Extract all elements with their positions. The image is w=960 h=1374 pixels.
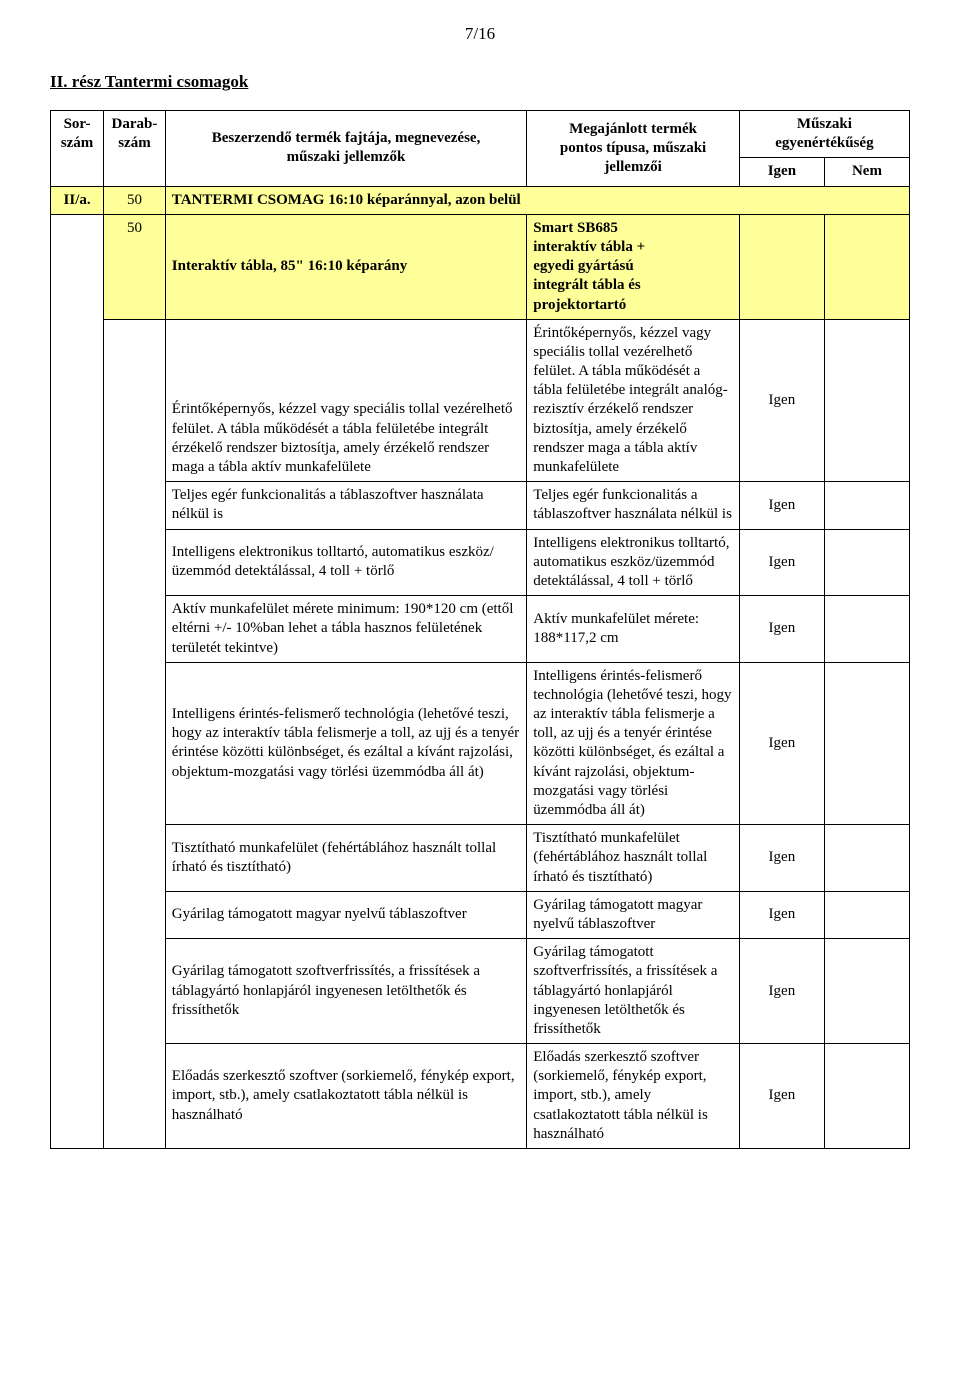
spec-row: Gyárilag támogatott magyar nyelvű táblas… <box>51 891 910 938</box>
spec-row: Tisztítható munkafelület (fehértáblához … <box>51 825 910 892</box>
spec-row: Gyárilag támogatott szoftverfrissítés, a… <box>51 939 910 1044</box>
spec-row: Aktív munkafelület mérete minimum: 190*1… <box>51 596 910 663</box>
spec-besz: Tisztítható munkafelület (fehértáblához … <box>165 825 526 892</box>
th-sorszam: Sor- szám <box>51 111 104 187</box>
spec-table: Sor- szám Darab- szám Beszerzendő termék… <box>50 110 910 1149</box>
group-darab: 50 <box>104 186 166 214</box>
spec-igen: Igen <box>739 662 824 825</box>
th-igen: Igen <box>739 158 824 186</box>
spec-nem <box>824 939 909 1044</box>
section-title: II. rész Tantermi csomagok <box>50 72 910 92</box>
th-nem: Nem <box>824 158 909 186</box>
spec-row: Teljes egér funkcionalitás a táblaszoftv… <box>51 482 910 529</box>
empty-darab <box>104 319 166 1148</box>
spec-igen: Igen <box>739 596 824 663</box>
spec-igen: Igen <box>739 939 824 1044</box>
spec-igen: Igen <box>739 825 824 892</box>
page-number: 7/16 <box>50 24 910 44</box>
spec-meg: Aktív munkafelület mérete: 188*117,2 cm <box>527 596 740 663</box>
spec-meg: Gyárilag támogatott magyar nyelvű táblas… <box>527 891 740 938</box>
spec-igen: Igen <box>739 529 824 596</box>
spec-nem <box>824 529 909 596</box>
spec-besz: Teljes egér funkcionalitás a táblaszoftv… <box>165 482 526 529</box>
spec-nem <box>824 825 909 892</box>
product-row: 50 Interaktív tábla, 85" 16:10 képarány … <box>51 214 910 319</box>
th-beszerzendo: Beszerzendő termék fajtája, megnevezése,… <box>165 111 526 187</box>
spec-nem <box>824 596 909 663</box>
spec-row: Intelligens érintés-felismerő technológi… <box>51 662 910 825</box>
spec-igen: Igen <box>739 1044 824 1149</box>
empty-sor <box>51 214 104 1148</box>
product-nem <box>824 214 909 319</box>
group-row: II/a. 50 TANTERMI CSOMAG 16:10 képaránny… <box>51 186 910 214</box>
product-darab: 50 <box>104 214 166 319</box>
spec-meg: Gyárilag támogatott szoftverfrissítés, a… <box>527 939 740 1044</box>
table-header-row-1: Sor- szám Darab- szám Beszerzendő termék… <box>51 111 910 158</box>
product-besz: Interaktív tábla, 85" 16:10 képarány <box>165 214 526 319</box>
th-darabszam: Darab- szám <box>104 111 166 187</box>
spec-nem <box>824 319 909 482</box>
spec-meg: Intelligens érintés-felismerő technológi… <box>527 662 740 825</box>
spec-row: Érintőképernyős, kézzel vagy speciális t… <box>51 319 910 482</box>
group-title: TANTERMI CSOMAG 16:10 képaránnyal, azon … <box>165 186 909 214</box>
group-sor: II/a. <box>51 186 104 214</box>
spec-besz: Gyárilag támogatott szoftverfrissítés, a… <box>165 939 526 1044</box>
spec-nem <box>824 662 909 825</box>
spec-besz: Gyárilag támogatott magyar nyelvű táblas… <box>165 891 526 938</box>
product-meg: Smart SB685 interaktív tábla + egyedi gy… <box>527 214 740 319</box>
spec-besz: Intelligens elektronikus tolltartó, auto… <box>165 529 526 596</box>
spec-igen: Igen <box>739 891 824 938</box>
spec-besz: Előadás szerkesztő szoftver (sorkiemelő,… <box>165 1044 526 1149</box>
spec-nem <box>824 1044 909 1149</box>
spec-meg: Előadás szerkesztő szoftver (sorkiemelő,… <box>527 1044 740 1149</box>
spec-igen: Igen <box>739 482 824 529</box>
spec-row: Előadás szerkesztő szoftver (sorkiemelő,… <box>51 1044 910 1149</box>
spec-meg: Érintőképernyős, kézzel vagy speciális t… <box>527 319 740 482</box>
spec-nem <box>824 891 909 938</box>
spec-besz: Érintőképernyős, kézzel vagy speciális t… <box>165 319 526 482</box>
spec-nem <box>824 482 909 529</box>
product-igen <box>739 214 824 319</box>
spec-besz: Aktív munkafelület mérete minimum: 190*1… <box>165 596 526 663</box>
spec-meg: Intelligens elektronikus tolltartó, auto… <box>527 529 740 596</box>
spec-besz: Intelligens érintés-felismerő technológi… <box>165 662 526 825</box>
spec-meg: Teljes egér funkcionalitás a táblaszoftv… <box>527 482 740 529</box>
spec-row: Intelligens elektronikus tolltartó, auto… <box>51 529 910 596</box>
th-megajanlott: Megajánlott termék pontos típusa, műszak… <box>527 111 740 187</box>
spec-igen: Igen <box>739 319 824 482</box>
th-muszaki: Műszaki egyenértékűség <box>739 111 909 158</box>
spec-meg: Tisztítható munkafelület (fehértáblához … <box>527 825 740 892</box>
